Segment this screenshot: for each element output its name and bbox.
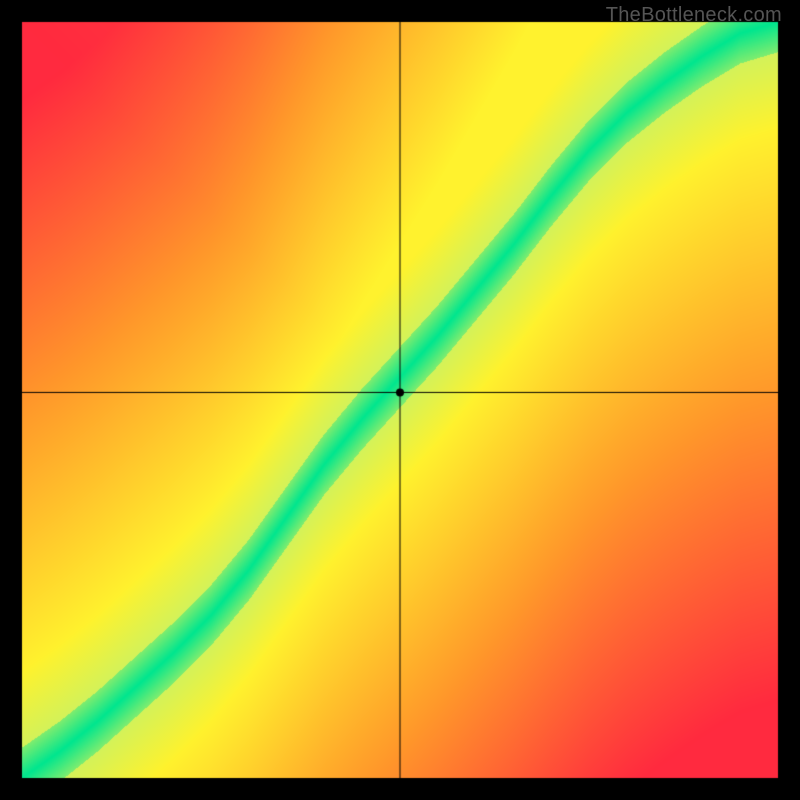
- bottleneck-heatmap: [0, 0, 800, 800]
- chart-container: TheBottleneck.com: [0, 0, 800, 800]
- watermark-text: TheBottleneck.com: [606, 4, 782, 27]
